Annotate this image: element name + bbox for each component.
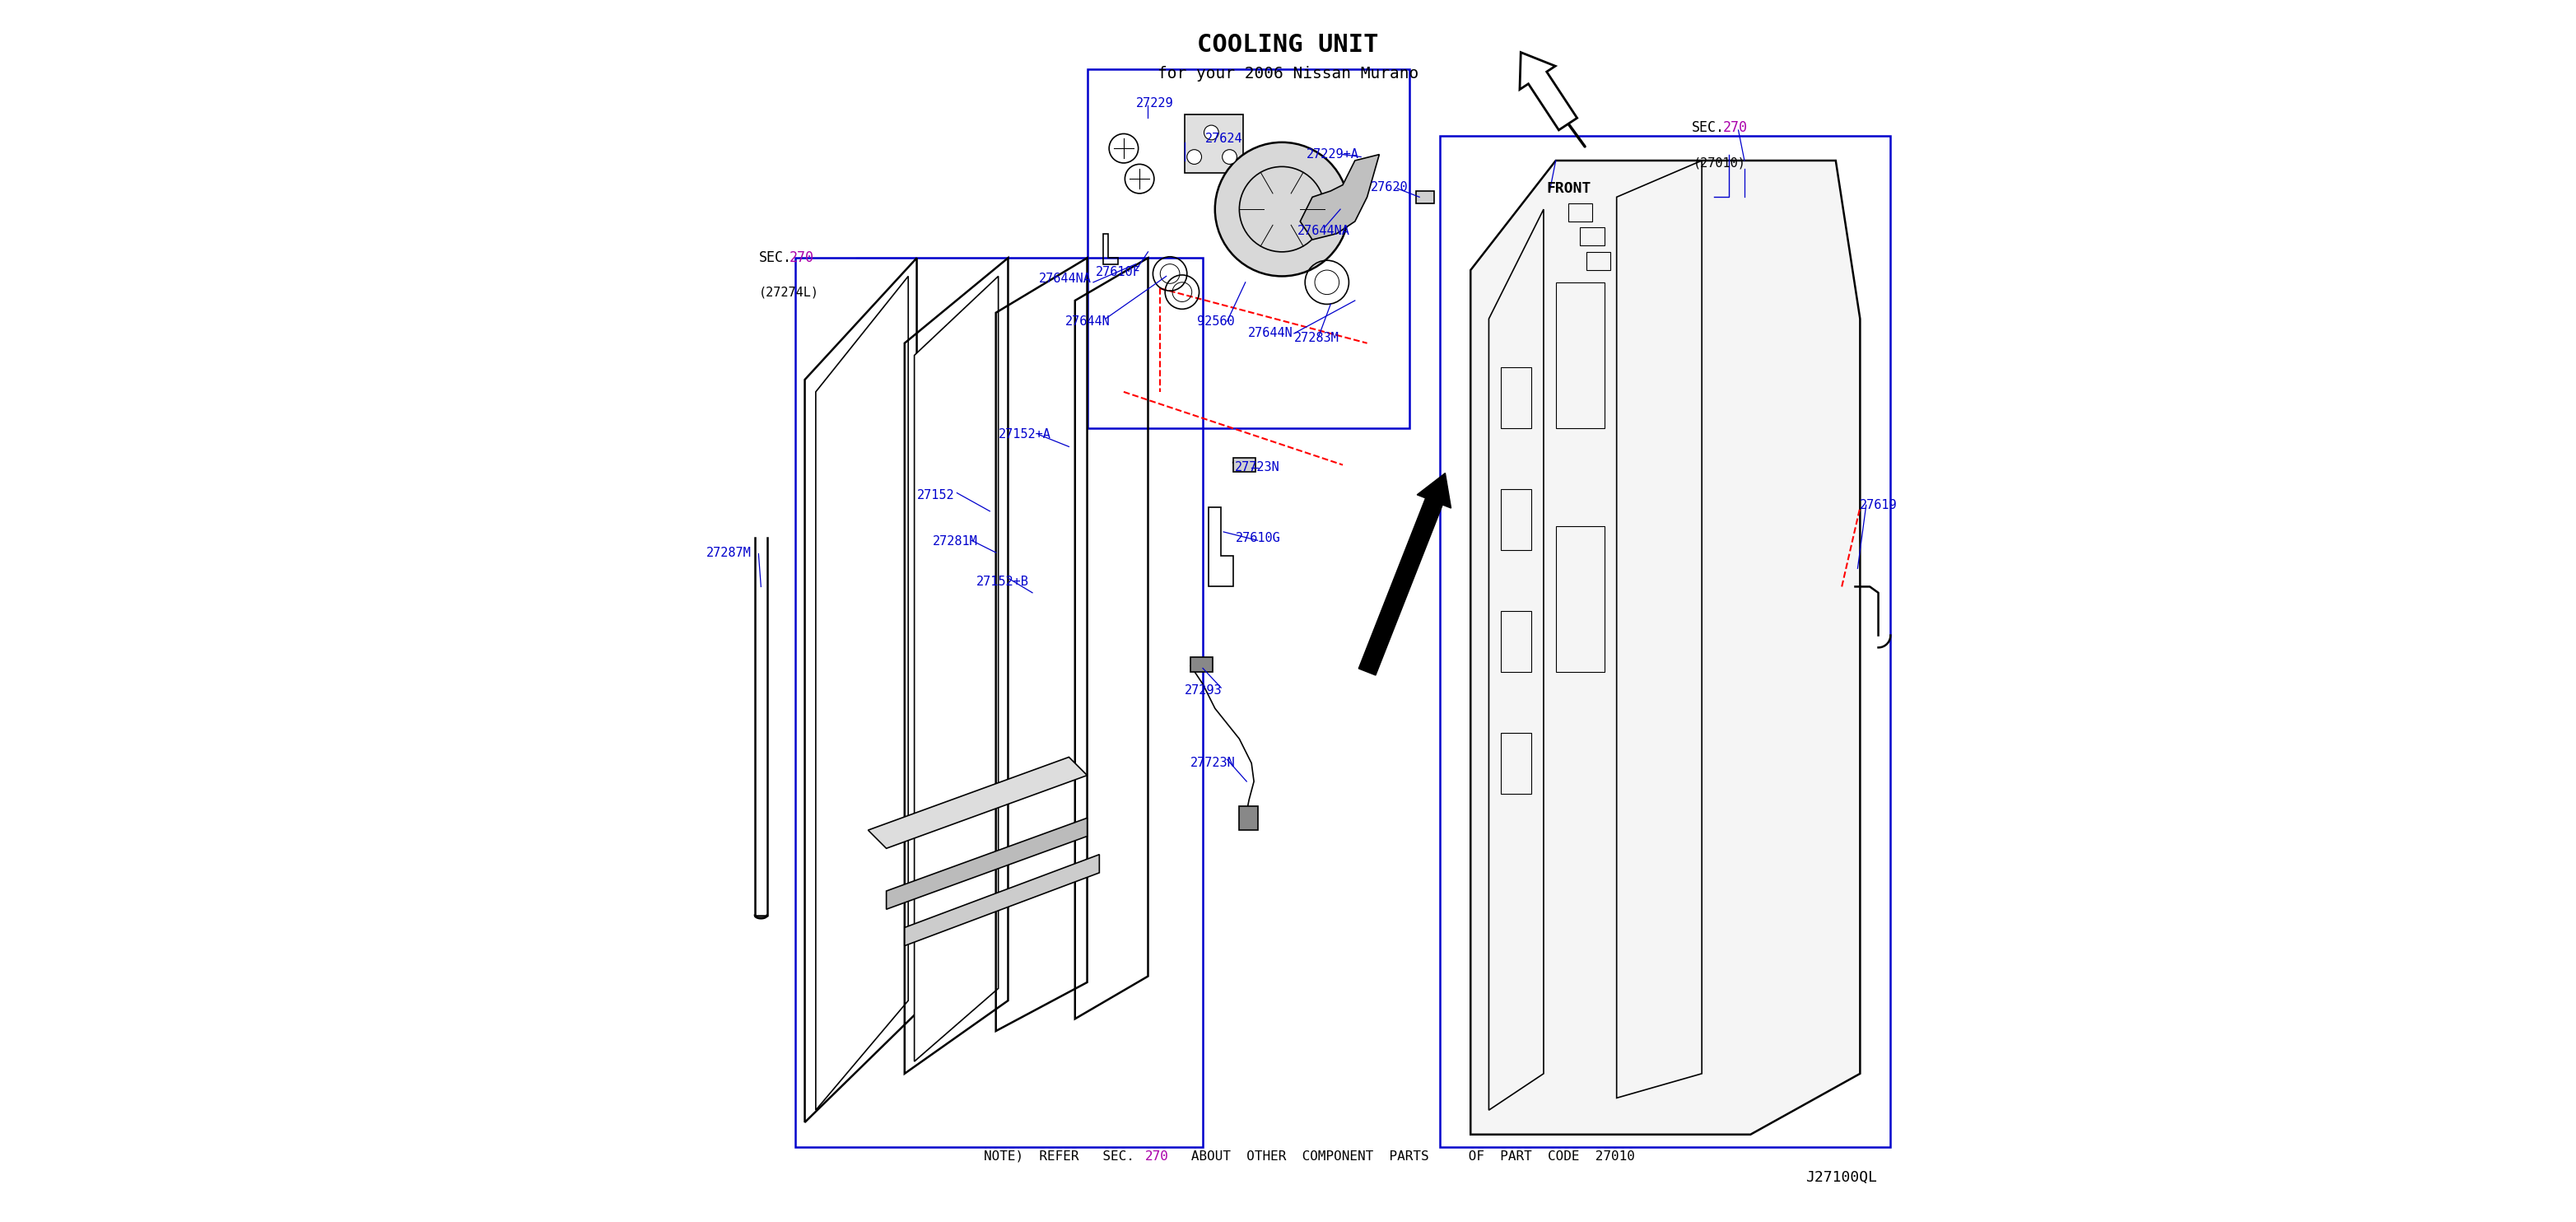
Bar	[796, 258, 1203, 1146]
Bar	[1502, 733, 1530, 793]
Text: 27644N: 27644N	[1066, 315, 1110, 327]
Bar	[1556, 525, 1605, 672]
Text: 27620: 27620	[1370, 181, 1409, 193]
Text: (27274L): (27274L)	[757, 286, 819, 298]
Text: 27287M: 27287M	[706, 546, 752, 558]
Bar	[1587, 252, 1610, 270]
Text: 270: 270	[1723, 120, 1747, 136]
Polygon shape	[868, 758, 1087, 848]
Text: 27283M: 27283M	[1293, 332, 1340, 345]
Bar	[1502, 368, 1530, 429]
Text: 27152+B: 27152+B	[976, 576, 1028, 588]
FancyArrow shape	[1358, 473, 1450, 676]
Text: ABOUT  OTHER  COMPONENT  PARTS     OF  PART  CODE  27010: ABOUT OTHER COMPONENT PARTS OF PART CODE…	[1167, 1150, 1636, 1162]
Text: SEC.: SEC.	[1692, 120, 1726, 136]
Text: 27644N: 27644N	[1247, 327, 1293, 340]
Text: 270: 270	[1144, 1150, 1170, 1162]
Text: 27619: 27619	[1860, 499, 1899, 511]
Text: 27644NA: 27644NA	[1038, 273, 1092, 285]
Bar	[1087, 70, 1409, 429]
Text: 27281M: 27281M	[933, 535, 979, 547]
Bar	[1440, 136, 1891, 1146]
Bar	[1502, 611, 1530, 672]
Polygon shape	[904, 854, 1100, 946]
Text: (27010): (27010)	[1692, 156, 1747, 169]
Circle shape	[1188, 149, 1200, 164]
Text: COOLING UNIT: COOLING UNIT	[1198, 33, 1378, 56]
Polygon shape	[886, 818, 1087, 909]
Bar	[1502, 489, 1530, 550]
Text: for your 2006 Nissan Murano: for your 2006 Nissan Murano	[1157, 66, 1419, 81]
Bar	[1185, 115, 1244, 172]
Polygon shape	[914, 276, 999, 1062]
Circle shape	[1221, 149, 1236, 164]
Text: 27293: 27293	[1185, 684, 1221, 697]
Text: 27152+A: 27152+A	[999, 428, 1051, 441]
Text: 27229+A: 27229+A	[1306, 148, 1360, 160]
Text: SEC.: SEC.	[757, 251, 791, 265]
Text: 27152: 27152	[917, 489, 953, 501]
Bar	[1417, 191, 1435, 203]
Polygon shape	[1471, 160, 1860, 1134]
Text: 27723N: 27723N	[1234, 461, 1280, 473]
Circle shape	[1203, 125, 1218, 139]
Text: 27624: 27624	[1206, 132, 1242, 145]
Bar	[1579, 227, 1605, 246]
Bar	[1234, 457, 1255, 472]
FancyArrow shape	[1520, 53, 1577, 130]
Polygon shape	[817, 276, 909, 1110]
Bar	[1239, 805, 1257, 830]
Text: FRONT: FRONT	[1546, 181, 1592, 196]
Text: 27610F: 27610F	[1095, 266, 1141, 279]
Text: J27100QL: J27100QL	[1806, 1169, 1878, 1184]
Bar	[1190, 657, 1213, 672]
Text: 27610G: 27610G	[1236, 532, 1280, 544]
Circle shape	[1216, 142, 1350, 276]
Bar	[1569, 203, 1592, 221]
Text: 27644NA: 27644NA	[1298, 225, 1350, 237]
Polygon shape	[1301, 154, 1378, 240]
Text: 27229: 27229	[1136, 98, 1175, 110]
Text: 27723N: 27723N	[1190, 756, 1236, 770]
Text: 270: 270	[788, 251, 814, 265]
Bar	[1556, 282, 1605, 429]
Text: NOTE)  REFER   SEC.: NOTE) REFER SEC.	[984, 1150, 1149, 1162]
Text: 92560: 92560	[1198, 315, 1234, 327]
